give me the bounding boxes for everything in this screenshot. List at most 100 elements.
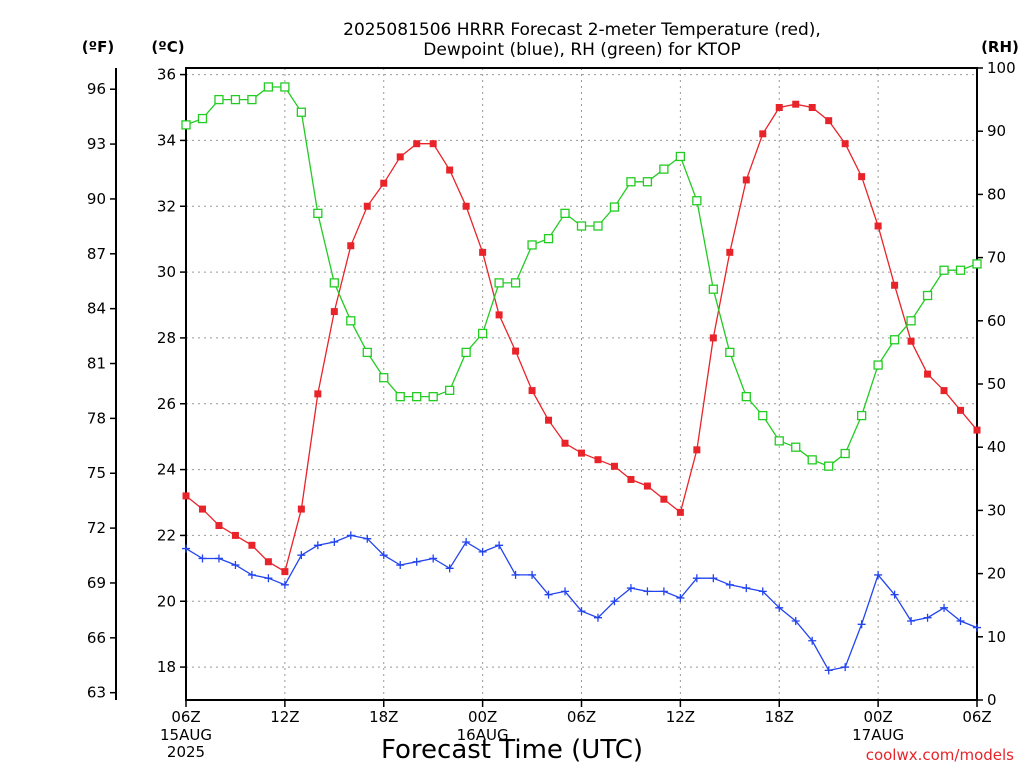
rh-point [527, 240, 537, 250]
fahrenheit-tick-label: 63 [87, 684, 106, 702]
title-line-1: 2025081506 HRRR Forecast 2-meter Tempera… [343, 20, 821, 40]
dewpoint-point [379, 551, 388, 560]
fahrenheit-tick-label: 93 [87, 135, 106, 153]
fahrenheit-tick-label: 81 [87, 355, 106, 373]
temperature-point [891, 281, 899, 289]
dewpoint-point [692, 574, 701, 583]
temperature-point [462, 202, 470, 210]
dewpoint-point [610, 597, 619, 606]
chart-title: 2025081506 HRRR Forecast 2-meter Tempera… [343, 20, 821, 60]
rh-point [494, 278, 504, 288]
dewpoint-point [313, 541, 322, 550]
temperature-point [775, 104, 783, 111]
dewpoint-point [544, 590, 553, 599]
temperature-point [429, 140, 437, 148]
temperature-point [264, 558, 272, 566]
temperature-point [907, 337, 915, 345]
rh-point [972, 259, 982, 269]
dewpoint-point [182, 544, 190, 553]
rh-point [461, 347, 471, 358]
rh-tick-label: 90 [987, 122, 1006, 140]
rh-point [873, 360, 883, 370]
rh-point [379, 373, 389, 383]
temperature-point [594, 456, 602, 464]
temperature-point [693, 446, 701, 454]
dewpoint-point [890, 590, 899, 599]
dewpoint-point [462, 538, 471, 546]
grid-lines [186, 68, 977, 700]
temperature-point [808, 104, 816, 111]
dewpoint-point [676, 593, 685, 602]
x-tick-label: 18Z [369, 708, 398, 726]
temperature-point [198, 505, 206, 513]
celsius-tick-label: 28 [157, 329, 176, 347]
temperature-point [495, 311, 503, 319]
dewpoint-point [330, 538, 339, 546]
x-tick-label: 12Z [666, 708, 695, 726]
rh-tick-label: 0 [987, 691, 997, 709]
dewpoint-point [742, 584, 751, 593]
temperature-point [231, 531, 239, 539]
rh-tick-label: 40 [987, 438, 1006, 456]
temperature-point [709, 334, 717, 342]
temperature-point [742, 176, 750, 184]
plot-frame [185, 67, 978, 701]
rh-point [593, 221, 603, 231]
dewpoint-point [725, 580, 734, 589]
temperature-point [610, 462, 618, 470]
x-tick-date: 15AUG [160, 726, 212, 744]
dewpoint-point [791, 617, 800, 625]
temperature-point [314, 390, 322, 398]
dewpoint-point [841, 663, 850, 672]
rh-point [576, 221, 587, 231]
x-tick-date: 17AUG [852, 726, 904, 744]
rh-point [214, 94, 224, 105]
celsius-tick-label: 22 [157, 526, 176, 544]
temperature-point [676, 508, 684, 516]
rh-point [543, 233, 554, 244]
dewpoint-point [511, 570, 520, 579]
dewpoint-point [495, 541, 504, 550]
fahrenheit-tick-label: 84 [87, 300, 106, 318]
rh-point [329, 278, 339, 288]
title-line-2: Dewpoint (blue), RH (green) for KTOP [423, 40, 740, 60]
rh-point [609, 202, 620, 212]
dewpoint-point [429, 554, 438, 563]
rh-point [247, 94, 257, 105]
temperature-point [643, 482, 651, 490]
celsius-tick-label: 32 [157, 197, 176, 215]
rh-point [181, 120, 191, 130]
dewpoint-point [775, 603, 784, 612]
x-tick-label: 06Z [171, 708, 200, 726]
temperature-point [957, 406, 965, 414]
rh-tick-label: 70 [987, 249, 1006, 267]
dewpoint-point [808, 636, 817, 645]
temperature-point [215, 522, 223, 530]
dewpoint-point [577, 607, 586, 616]
temperature-point [363, 202, 371, 210]
rh-point [939, 265, 949, 275]
x-tick-label: 00Z [468, 708, 497, 726]
dewpoint-point [445, 564, 454, 573]
rh-point [824, 461, 834, 471]
x-tick-label: 06Z [567, 708, 596, 726]
dewpoint-point [709, 574, 718, 583]
rh-point [708, 284, 718, 294]
fahrenheit-tick-label: 75 [87, 464, 106, 482]
rh-point [906, 316, 916, 326]
celsius-tick-label: 18 [157, 658, 176, 676]
fahrenheit-tick-label: 90 [87, 190, 106, 208]
dewpoint-point [297, 551, 306, 560]
celsius-tick-label: 30 [157, 263, 176, 281]
dewpoint-point [247, 570, 256, 579]
temperature-point [182, 492, 190, 500]
fahrenheit-tick-label: 69 [87, 574, 106, 592]
x-tick-label: 12Z [270, 708, 299, 726]
dewpoint-point [396, 561, 405, 570]
rh-point [280, 82, 290, 92]
rh-point [807, 455, 817, 465]
rh-tick-label: 10 [987, 628, 1006, 646]
dewpoint-point [214, 554, 223, 563]
celsius-tick-label: 34 [157, 131, 176, 149]
